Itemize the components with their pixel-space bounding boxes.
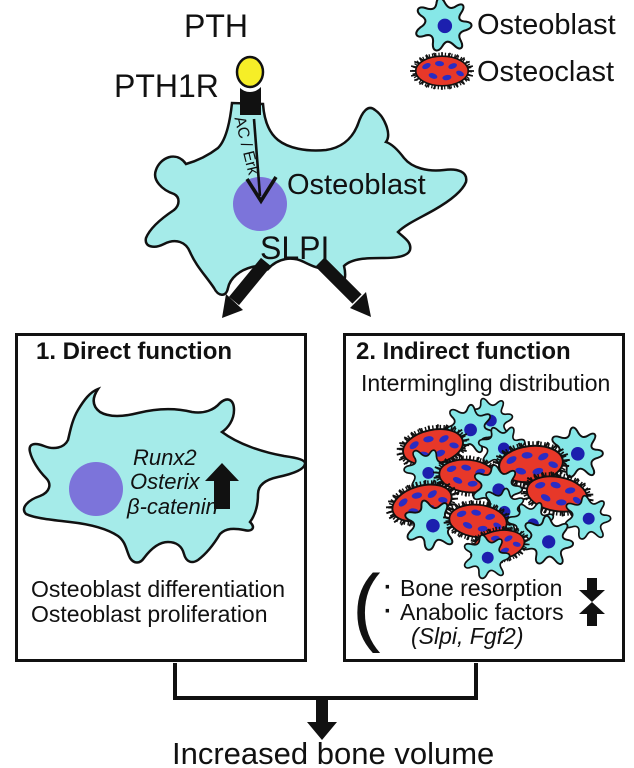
pth-label: PTH	[184, 8, 248, 44]
outcome-differentiation-label: Osteoblast differentiation	[31, 576, 286, 602]
osteoblast-cell-label: Osteoblast	[287, 169, 426, 201]
bullet-dot: ·	[384, 574, 392, 601]
osteoblast-cell-icon	[415, 0, 473, 52]
merge-bracket-icon	[173, 663, 478, 700]
pth1r-receptor-icon	[240, 86, 261, 115]
conclusion-down-arrow-icon	[307, 700, 337, 740]
legend-osteoclast-label: Osteoclast	[477, 56, 614, 88]
pth1r-label: PTH1R	[114, 68, 219, 104]
direct-box-title: 1. Direct function	[36, 338, 233, 365]
gene-runx2-label: Runx2	[133, 445, 197, 470]
ac-erk-label: AC / Erk	[230, 114, 262, 177]
conclusion-label: Increased bone volume	[172, 736, 495, 768]
bone-resorption-label: Bone resorption	[400, 575, 563, 601]
big-paren: (	[352, 558, 381, 654]
outcome-proliferation-label: Osteoblast proliferation	[31, 601, 268, 627]
anabolic-factors-label: Anabolic factors	[400, 599, 564, 625]
ligand-gap	[234, 58, 266, 92]
arrow-to-direct-icon	[222, 257, 272, 318]
bullet-dot: ·	[384, 598, 392, 625]
indirect-box-title: 2. Indirect function	[356, 338, 571, 365]
indirect-box-subtitle: Intermingling distribution	[361, 370, 611, 396]
osteoclast-cell-icon	[410, 52, 474, 90]
gene-bcatenin-label: β-catenin	[127, 494, 218, 519]
factors-note-label: (Slpi, Fgf2)	[411, 623, 524, 649]
gene-osterix-label: Osterix	[130, 469, 200, 494]
main-cell-nucleus	[233, 177, 287, 231]
pth-ligand-icon	[235, 55, 265, 89]
slpi-label: SLPI	[260, 230, 330, 266]
legend-osteoblast-label: Osteoblast	[477, 9, 616, 41]
arrow-to-indirect-icon	[315, 257, 371, 317]
